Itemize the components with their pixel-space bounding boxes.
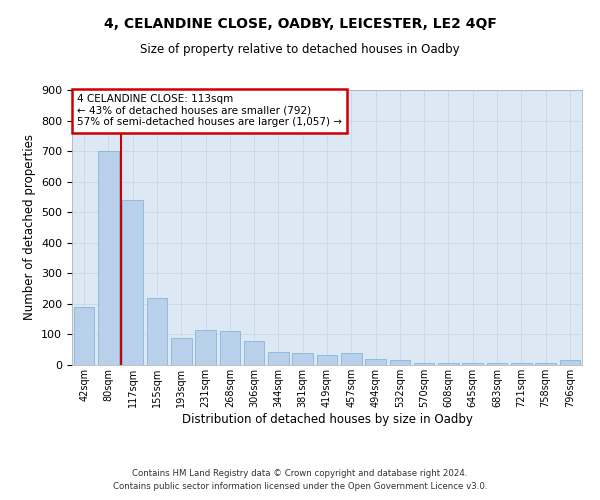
Bar bbox=[414, 364, 434, 365]
Text: Contains HM Land Registry data © Crown copyright and database right 2024.: Contains HM Land Registry data © Crown c… bbox=[132, 468, 468, 477]
Bar bbox=[98, 151, 119, 365]
Bar bbox=[74, 307, 94, 365]
Text: Contains public sector information licensed under the Open Government Licence v3: Contains public sector information licen… bbox=[113, 482, 487, 491]
Bar bbox=[463, 364, 483, 365]
Bar bbox=[244, 340, 265, 365]
Bar bbox=[487, 364, 508, 365]
Bar bbox=[317, 355, 337, 365]
Bar bbox=[511, 364, 532, 365]
Bar bbox=[220, 332, 240, 365]
Bar bbox=[122, 200, 143, 365]
X-axis label: Distribution of detached houses by size in Oadby: Distribution of detached houses by size … bbox=[182, 412, 472, 426]
Text: Size of property relative to detached houses in Oadby: Size of property relative to detached ho… bbox=[140, 42, 460, 56]
Bar bbox=[365, 359, 386, 365]
Bar bbox=[535, 364, 556, 365]
Bar bbox=[560, 360, 580, 365]
Bar bbox=[292, 354, 313, 365]
Bar bbox=[268, 352, 289, 365]
Bar bbox=[195, 330, 216, 365]
Bar bbox=[438, 364, 459, 365]
Bar bbox=[171, 338, 191, 365]
Text: 4, CELANDINE CLOSE, OADBY, LEICESTER, LE2 4QF: 4, CELANDINE CLOSE, OADBY, LEICESTER, LE… bbox=[104, 18, 496, 32]
Bar bbox=[146, 298, 167, 365]
Bar bbox=[389, 360, 410, 365]
Y-axis label: Number of detached properties: Number of detached properties bbox=[23, 134, 35, 320]
Bar bbox=[341, 354, 362, 365]
Text: 4 CELANDINE CLOSE: 113sqm
← 43% of detached houses are smaller (792)
57% of semi: 4 CELANDINE CLOSE: 113sqm ← 43% of detac… bbox=[77, 94, 342, 128]
